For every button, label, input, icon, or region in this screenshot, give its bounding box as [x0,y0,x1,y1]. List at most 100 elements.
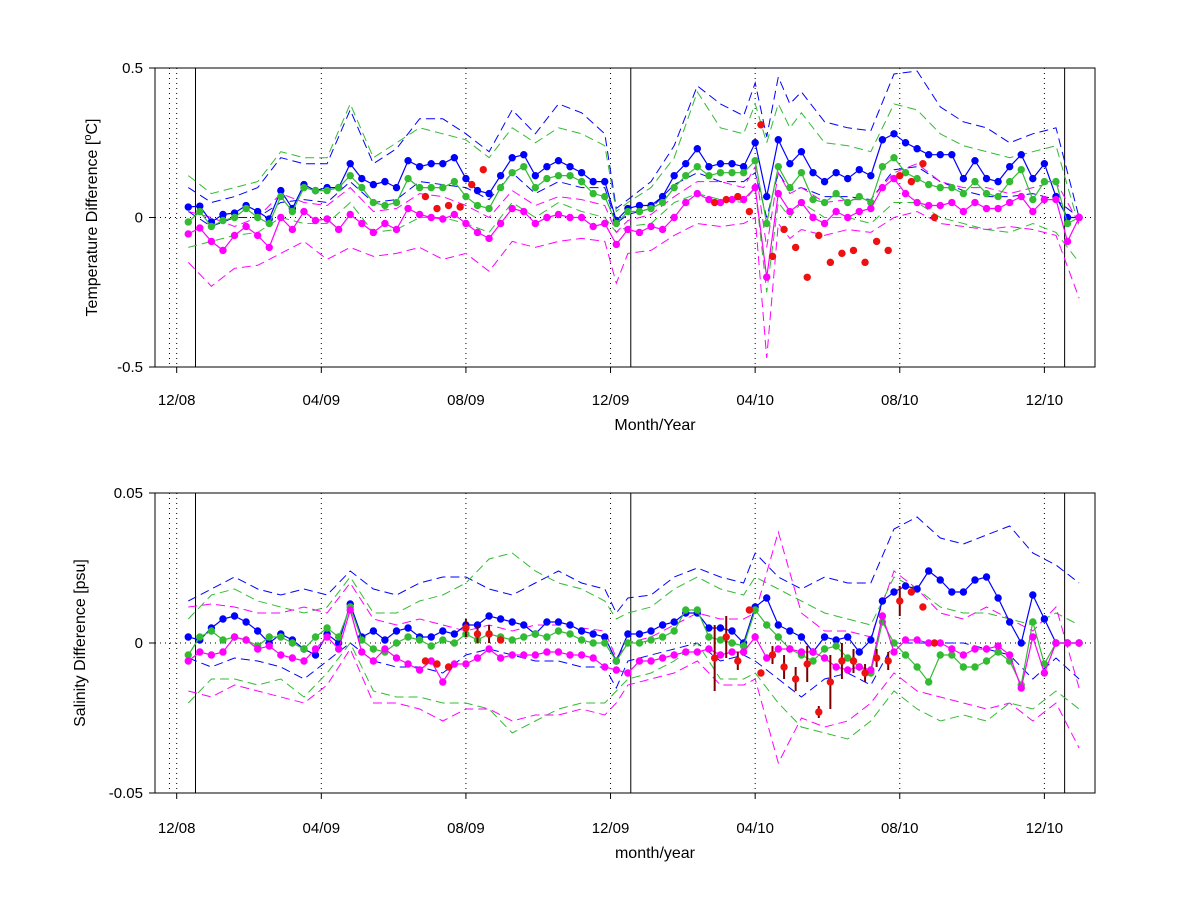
chart1-series-2-point-28 [508,204,516,213]
chart1-series-3-point-13 [791,243,800,252]
chart2-series-0-point-40 [647,627,655,635]
chart1-series-2-point-57 [844,213,852,222]
chart1-series-2-point-31 [543,213,551,222]
chart1-series-2-point-3 [219,246,227,255]
chart1-series-0-point-55 [820,177,829,186]
chart2-series-3-point-25 [919,603,927,611]
chart2-series-2-point-34 [577,651,586,659]
chart2-series-1-point-47 [728,639,736,647]
chart2-series-1-point-10 [300,645,308,653]
chart2-series-2-point-41 [658,654,667,662]
chart1-series-2-point-11 [311,216,320,225]
chart1-xtick-label-2: 08/09 [447,392,485,409]
chart2-series-2-point-16 [369,657,378,665]
chart1-series-2-point-29 [520,207,528,216]
chart1-series-0-point-57 [844,174,852,183]
chart1-series-2-point-26 [485,234,493,243]
chart1-series-1-point-37 [612,219,621,228]
chart1-series-0-point-64 [924,151,933,159]
chart1-series-2-point-16 [369,228,378,237]
chart1-group: 0.5 0 -0.5 12/08 04/09 08/09 12/09 04/10 08/10 12… [82,60,1096,434]
chart1-band-0-upper [188,70,1080,218]
chart2-series-1-point-9 [288,639,297,647]
chart2-series-1-point-2 [207,627,216,635]
chart2-series-2-point-55 [820,654,829,662]
chart1-series-0-point-71 [1005,162,1014,171]
chart2-series-2-point-22 [439,678,447,686]
chart2-series-3-point-22 [884,657,892,665]
chart2-series-1-point-73 [1029,618,1037,626]
chart1-xlabel: Month/Year [614,417,696,434]
chart2-series-1-point-36 [601,639,609,647]
chart1-series-2-point-9 [288,225,297,234]
chart1-series-1-point-61 [890,154,898,162]
chart2-series-1-point-12 [323,624,331,632]
chart2-series-3-point-2 [444,663,453,671]
chart1-ytick-label-2: -0.5 [117,359,143,376]
chart1-series-1-point-53 [797,168,806,177]
chart1-series-3-point-12 [780,225,788,234]
chart2-series-0-point-26 [485,612,493,620]
chart2-ytick-label-1: 0 [135,635,143,652]
chart1-series-0-point-33 [566,162,574,171]
chart2-series-0-point-57 [844,633,852,641]
chart1-series-0-point-29 [520,151,528,159]
chart1-series-2-point-1 [196,224,204,232]
chart2-series-2-point-7 [265,642,273,650]
chart1-series-0-point-16 [369,180,378,189]
chart1-series-1-point-8 [277,192,285,201]
chart1-series-1-point-63 [913,174,921,183]
chart2-series-1-point-20 [415,636,424,644]
chart1-xtick-label-1: 04/09 [303,392,341,409]
chart1-series-0-point-65 [936,151,944,159]
chart1-series-2-point-34 [577,213,586,222]
chart2-series-2-point-8 [277,651,285,659]
chart2-series-0-point-47 [728,627,736,635]
chart2-series-2-point-66 [948,645,956,653]
chart1-series-2-point-51 [774,189,782,198]
chart2-series-0-point-41 [658,621,667,629]
chart2-series-1-point-34 [577,636,586,644]
chart2-band-0-upper [188,516,1080,614]
chart1-series-2-point-44 [693,189,702,198]
chart1-series-2-point-33 [566,213,574,222]
chart2-series-0-point-32 [554,618,563,626]
chart2-series-3-point-6 [496,636,505,644]
chart2-series-2-point-30 [531,651,540,659]
chart2-series-3-point-7 [710,654,719,662]
chart1-series-1-point-58 [855,192,863,201]
chart2-series-0-point-52 [786,627,794,635]
chart1-series-1-point-18 [392,198,401,207]
chart2-series-2-point-19 [404,660,412,668]
chart2-series-1-point-11 [311,633,320,641]
chart2-series-2-point-11 [311,645,320,653]
chart1-series-2-point-58 [855,207,863,216]
chart1-series-2-point-45 [705,195,713,204]
chart2-series-3-point-16 [815,708,823,716]
chart2-series-0-point-63 [913,585,921,593]
chart1-series-1-point-13 [334,183,343,192]
chart1-series-0-point-47 [728,159,736,168]
chart1-series-0-point-56 [832,168,840,177]
chart2-series-1-point-45 [705,633,713,641]
chart2-series-2-point-31 [543,648,551,656]
chart1-series-1-point-65 [936,183,944,192]
chart1-series-1-point-16 [369,198,378,207]
chart2-series-2-point-54 [809,648,817,656]
chart1-series-2-point-40 [647,222,655,231]
chart2-series-2-point-42 [670,651,678,659]
chart1-series-0-point-32 [554,156,563,165]
chart2-xtick-label-4: 04/10 [736,820,774,837]
chart1-series-0-point-21 [427,159,435,168]
chart2-series-0-point-71 [1005,618,1014,626]
chart1-series-1-point-15 [358,183,366,192]
chart2-series-3-point-10 [745,606,754,614]
chart1-series-0-point-28 [508,154,516,162]
chart1-series-1-point-2 [207,222,216,231]
chart2-series-1-point-3 [219,636,227,644]
chart1-xtick-label-0: 12/08 [158,392,196,409]
chart1-series-0-point-53 [797,148,806,156]
chart1-band-2-lower [187,210,1080,359]
chart1-series-2-point-55 [820,219,829,228]
chart2-series-3-point-13 [780,663,788,671]
